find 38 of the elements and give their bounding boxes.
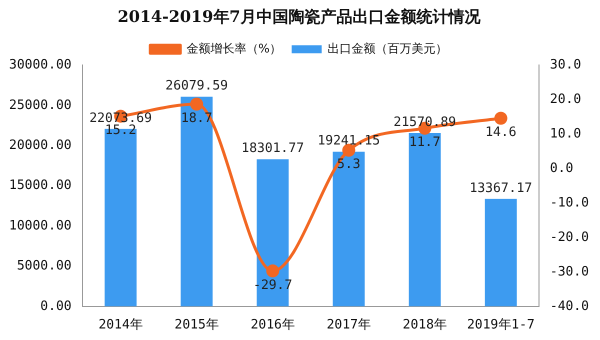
chart-title: 2014-2019年7月中国陶瓷产品出口金额统计情况 <box>118 6 482 26</box>
data-label: 21570.89 <box>393 114 456 130</box>
y2-tick-label: -30.0 <box>550 264 590 280</box>
y2-tick-label: -40.0 <box>550 298 590 314</box>
y-tick-label: 30000.00 <box>8 58 72 73</box>
y2-tick-label: 0.0 <box>550 160 574 176</box>
y2-tick-label: -20.0 <box>550 230 590 245</box>
y-tick-label: 25000.00 <box>8 98 72 113</box>
bar <box>408 132 441 306</box>
x-tick-label: 2015年 <box>174 318 219 333</box>
data-label: 26079.59 <box>165 78 228 94</box>
point <box>266 264 280 278</box>
data-label: 11.7 <box>409 135 440 150</box>
y-tick-label: 15000.00 <box>8 178 72 194</box>
y2-tick-label: -10.0 <box>550 195 590 210</box>
legend-label: 出口金额（百万美元） <box>328 41 448 56</box>
x-tick-label: 2014年 <box>98 318 143 333</box>
y2-tick-label: 20.0 <box>550 92 582 108</box>
bar <box>484 198 517 306</box>
y2-tick-label: 10.0 <box>550 126 582 142</box>
y-tick-label: 10000.00 <box>8 218 72 234</box>
data-label: 5.3 <box>337 157 361 172</box>
legend-label: 金额增长率（%） <box>186 41 282 56</box>
bar <box>180 96 213 306</box>
data-label: 13367.17 <box>470 180 532 196</box>
data-label: 18301.77 <box>241 141 304 156</box>
y-tick-label: 0.00 <box>40 298 72 314</box>
data-label: 14.6 <box>485 125 516 140</box>
y2-tick-label: 30.0 <box>550 58 582 73</box>
x-tick-label: 2017年 <box>326 318 371 333</box>
x-tick-label: 2016年 <box>250 318 295 333</box>
point <box>494 112 508 125</box>
x-tick-label: 2019年1-7 <box>466 318 535 333</box>
y-tick-label: 5000.00 <box>16 258 72 274</box>
bar <box>332 152 365 306</box>
y-tick-label: 20000.00 <box>8 138 72 153</box>
point <box>190 98 204 111</box>
x-tick-label: 2018年 <box>402 318 447 333</box>
